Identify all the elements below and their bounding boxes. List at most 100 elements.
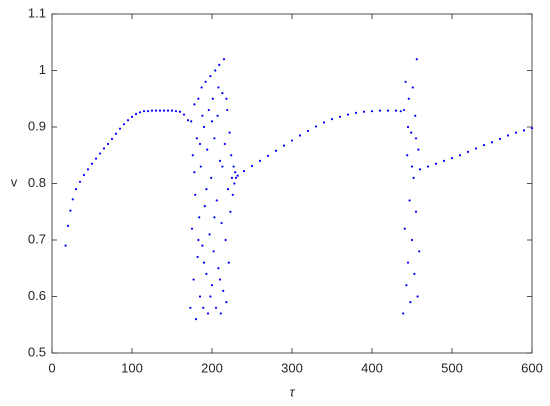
point bbox=[314, 125, 318, 128]
x-tick-label: 400 bbox=[361, 360, 383, 375]
point bbox=[416, 295, 419, 298]
point bbox=[200, 86, 203, 89]
y-tick-label: 1.1 bbox=[28, 5, 46, 20]
point bbox=[198, 142, 202, 146]
point bbox=[506, 134, 510, 137]
x-tick-label: 600 bbox=[521, 360, 543, 375]
point bbox=[414, 137, 418, 140]
point bbox=[386, 109, 390, 112]
point bbox=[146, 110, 150, 113]
plot-frame bbox=[51, 13, 533, 354]
point bbox=[202, 306, 205, 309]
point bbox=[405, 284, 408, 287]
point bbox=[191, 154, 194, 157]
point bbox=[212, 250, 215, 253]
point bbox=[232, 165, 235, 168]
point bbox=[402, 108, 406, 112]
point bbox=[209, 295, 212, 298]
point bbox=[213, 216, 216, 219]
point bbox=[102, 147, 106, 150]
point bbox=[412, 176, 415, 179]
point bbox=[522, 129, 526, 132]
point bbox=[219, 312, 222, 315]
point bbox=[126, 119, 130, 122]
point bbox=[217, 267, 220, 270]
point bbox=[210, 176, 213, 179]
point bbox=[218, 278, 222, 281]
point bbox=[220, 221, 223, 225]
point bbox=[182, 113, 186, 116]
point bbox=[413, 272, 416, 275]
point bbox=[233, 182, 236, 185]
point bbox=[213, 137, 216, 140]
point bbox=[122, 123, 126, 126]
point bbox=[194, 318, 198, 321]
point bbox=[290, 139, 294, 142]
point bbox=[234, 176, 238, 179]
point bbox=[402, 312, 405, 315]
point bbox=[394, 109, 398, 112]
point bbox=[225, 301, 228, 304]
point bbox=[234, 171, 237, 174]
y-tick-label: 0.6 bbox=[28, 288, 46, 303]
x-tick-label: 200 bbox=[201, 360, 223, 375]
x-axis-label: τ bbox=[290, 384, 296, 399]
point bbox=[222, 58, 226, 61]
point bbox=[330, 117, 334, 121]
point bbox=[207, 108, 210, 112]
point bbox=[206, 148, 209, 151]
point bbox=[98, 152, 102, 155]
point bbox=[223, 142, 226, 146]
point bbox=[210, 284, 214, 287]
point bbox=[225, 97, 228, 100]
point bbox=[206, 312, 210, 315]
point bbox=[230, 176, 234, 179]
point bbox=[90, 162, 94, 165]
point bbox=[354, 111, 358, 114]
point bbox=[227, 261, 230, 264]
point bbox=[66, 224, 70, 227]
point bbox=[450, 156, 454, 160]
point bbox=[236, 174, 239, 177]
point bbox=[178, 110, 182, 113]
point bbox=[195, 137, 198, 140]
point bbox=[158, 109, 162, 112]
point bbox=[193, 103, 196, 106]
point bbox=[69, 209, 72, 212]
point bbox=[198, 216, 201, 219]
y-tick-label: 0.7 bbox=[28, 231, 46, 246]
point bbox=[306, 129, 310, 133]
point bbox=[193, 171, 196, 174]
point bbox=[482, 143, 486, 147]
point bbox=[214, 306, 218, 309]
point bbox=[338, 115, 342, 118]
point bbox=[530, 127, 534, 130]
point bbox=[414, 210, 418, 213]
point bbox=[186, 119, 190, 122]
y-tick-label: 0.5 bbox=[28, 344, 46, 359]
point bbox=[222, 289, 225, 292]
point bbox=[134, 112, 138, 116]
point bbox=[410, 165, 414, 168]
point bbox=[197, 97, 200, 100]
point bbox=[106, 142, 110, 146]
point bbox=[199, 165, 202, 168]
point bbox=[226, 188, 230, 191]
y-tick-label: 1 bbox=[39, 62, 46, 77]
x-tick-label: 100 bbox=[121, 360, 143, 375]
point bbox=[142, 110, 146, 113]
point bbox=[94, 157, 98, 160]
point bbox=[230, 154, 233, 157]
point bbox=[490, 141, 494, 144]
point bbox=[209, 75, 212, 78]
point bbox=[418, 250, 421, 253]
point bbox=[258, 159, 262, 162]
point bbox=[205, 188, 208, 191]
point bbox=[434, 162, 438, 165]
point bbox=[82, 173, 86, 177]
point bbox=[218, 63, 221, 66]
point bbox=[202, 125, 206, 129]
point bbox=[221, 165, 224, 168]
point bbox=[192, 278, 195, 281]
